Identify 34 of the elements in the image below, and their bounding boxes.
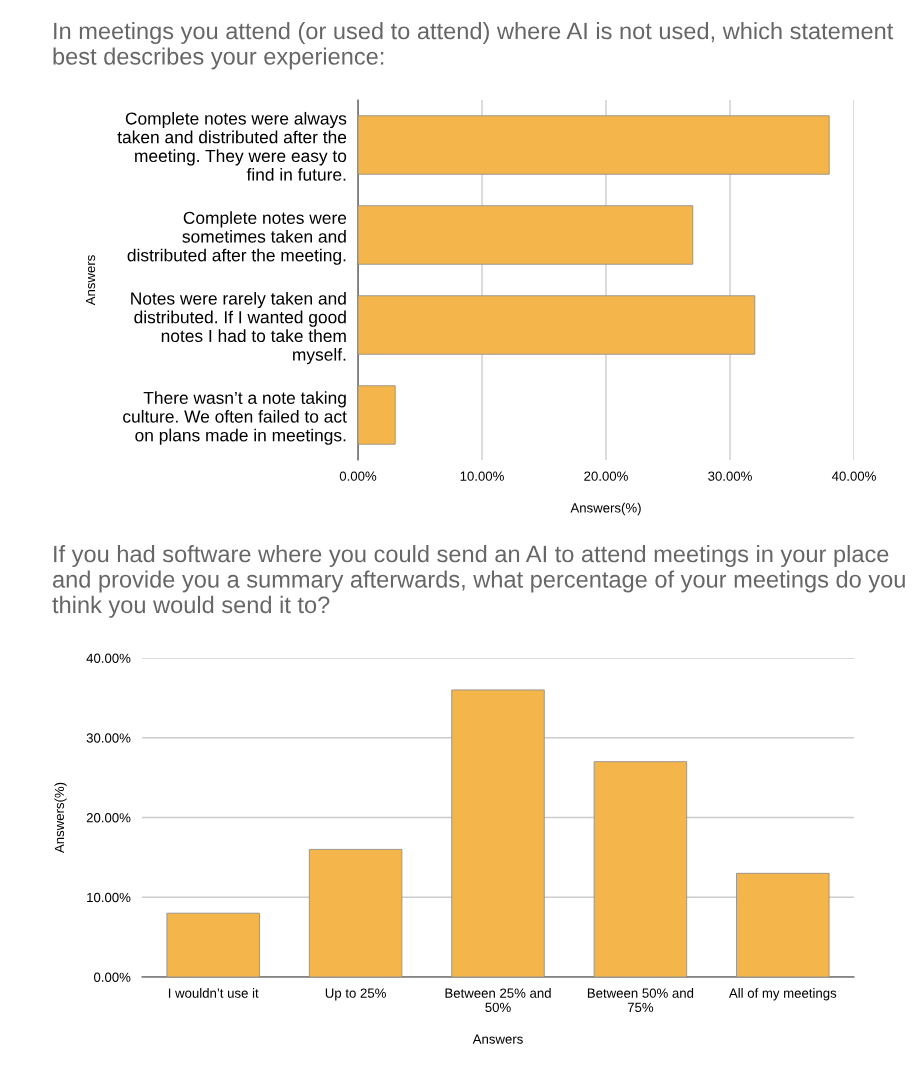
- y-tick-label: Complete notes were always taken and distributed after the meeting. They were easy to find in future.: [117, 111, 347, 181]
- x-tick-label: 0.00%: [339, 471, 377, 481]
- y-axis-title: Answers: [85, 255, 96, 306]
- chart-title: If you had software where you could send an AI to attend meetings in your place and provide you a summary afterwards, what percentage of your meetings do you think you would send it to?: [52, 545, 905, 618]
- x-tick-label: 30.00%: [708, 471, 752, 481]
- bar: [358, 115, 830, 175]
- x-tick-label: 40.00%: [831, 471, 876, 481]
- y-tick-label: Complete notes were sometimes taken and distributed after the meeting.: [127, 211, 347, 265]
- y-tick-label: 30.00%: [86, 733, 131, 743]
- x-tick-label: I wouldn’t use it: [168, 988, 259, 998]
- x-axis-title: Answers: [472, 1034, 523, 1044]
- bar: [358, 295, 756, 355]
- bar: [593, 761, 688, 977]
- bar: [451, 689, 545, 977]
- x-tick-label: Up to 25%: [325, 988, 386, 1001]
- y-axis-title: Answers(%): [54, 782, 67, 854]
- y-tick-label: 20.00%: [86, 813, 131, 823]
- bar: [736, 872, 830, 977]
- x-tick-label: All of my meetings: [728, 988, 837, 1001]
- x-tick-label: 10.00%: [460, 471, 504, 481]
- bar: [166, 912, 260, 977]
- bar: [358, 385, 396, 445]
- y-tick-label: 10.00%: [87, 892, 131, 903]
- bar: [358, 205, 694, 265]
- x-axis-title: Answers(%): [570, 502, 641, 516]
- y-tick-label: 40.00%: [86, 653, 131, 663]
- x-tick-label: Between 50% and 75%: [587, 988, 694, 1013]
- x-tick-label: 20.00%: [584, 471, 628, 481]
- y-tick-label: Notes were rarely taken and distributed. If I wanted good notes I had to take them myself.: [131, 291, 346, 365]
- x-tick-label: Between 25% and 50%: [445, 988, 551, 1013]
- y-tick-label: 0.00%: [93, 972, 131, 982]
- chart-title: In meetings you attend (or used to attend) where AI is not used, which statement best describes your experience:: [53, 22, 894, 70]
- y-tick-label: There wasn’t a note taking culture. We often failed to act on plans made in meetings.: [123, 391, 347, 445]
- bar: [308, 848, 403, 977]
